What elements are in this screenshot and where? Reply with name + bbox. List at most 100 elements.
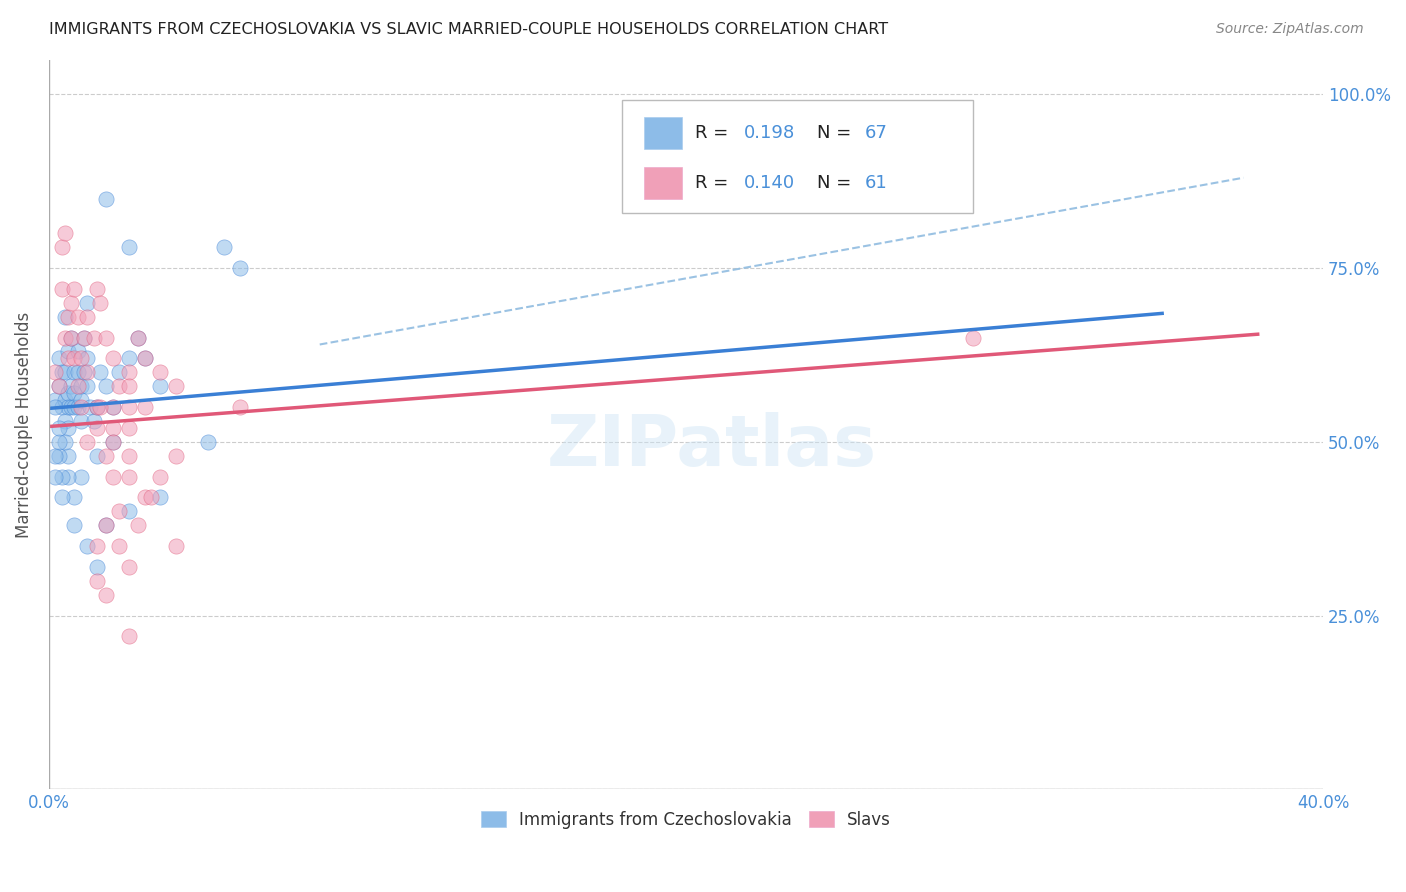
Point	[117, 379, 139, 393]
Point	[56, 344, 79, 359]
Point	[76, 351, 98, 366]
Point	[60, 379, 83, 393]
Point	[76, 434, 98, 449]
Point	[63, 491, 86, 505]
Point	[96, 588, 118, 602]
Point	[76, 539, 98, 553]
Point	[56, 421, 79, 435]
Point	[56, 400, 79, 414]
Point	[60, 295, 83, 310]
Point	[117, 629, 139, 643]
Point	[53, 330, 76, 344]
Point	[56, 449, 79, 463]
Point	[229, 261, 252, 276]
Point	[101, 400, 124, 414]
Point	[101, 434, 124, 449]
Point	[53, 414, 76, 428]
Point	[53, 227, 76, 241]
Text: 61: 61	[865, 174, 887, 192]
Text: 0.140: 0.140	[744, 174, 794, 192]
Text: ZIPatlas: ZIPatlas	[547, 412, 876, 481]
Point	[96, 379, 118, 393]
Point	[66, 365, 89, 379]
Point	[69, 393, 91, 408]
Point	[149, 469, 172, 483]
Point	[51, 240, 73, 254]
Point	[60, 330, 83, 344]
Point	[79, 400, 101, 414]
Point	[962, 330, 984, 344]
Point	[44, 365, 66, 379]
Point	[83, 330, 105, 344]
Point	[69, 414, 91, 428]
Point	[63, 365, 86, 379]
Point	[51, 282, 73, 296]
Point	[51, 365, 73, 379]
Point	[86, 400, 108, 414]
Point	[63, 351, 86, 366]
Legend: Immigrants from Czechoslovakia, Slavs: Immigrants from Czechoslovakia, Slavs	[474, 805, 897, 836]
Point	[101, 421, 124, 435]
Point	[48, 434, 70, 449]
Y-axis label: Married-couple Households: Married-couple Households	[15, 311, 32, 538]
Point	[96, 518, 118, 533]
Point	[60, 400, 83, 414]
Point	[76, 310, 98, 324]
Point	[108, 504, 131, 518]
Point	[51, 469, 73, 483]
Point	[101, 400, 124, 414]
Point	[53, 434, 76, 449]
Point	[101, 434, 124, 449]
Point	[48, 351, 70, 366]
Point	[117, 421, 139, 435]
Point	[149, 365, 172, 379]
Point	[117, 351, 139, 366]
Point	[66, 344, 89, 359]
Point	[69, 351, 91, 366]
Point	[73, 330, 96, 344]
FancyBboxPatch shape	[623, 100, 973, 213]
Point	[86, 539, 108, 553]
Point	[76, 379, 98, 393]
Point	[44, 449, 66, 463]
Point	[86, 574, 108, 588]
Point	[56, 310, 79, 324]
Point	[96, 192, 118, 206]
Point	[86, 282, 108, 296]
Point	[165, 379, 187, 393]
Text: N =: N =	[817, 174, 858, 192]
Point	[165, 539, 187, 553]
Point	[86, 449, 108, 463]
Point	[108, 539, 131, 553]
Point	[48, 379, 70, 393]
Point	[117, 559, 139, 574]
Point	[51, 491, 73, 505]
Text: 0.198: 0.198	[744, 124, 794, 142]
Point	[139, 491, 162, 505]
Point	[48, 421, 70, 435]
Point	[63, 400, 86, 414]
Text: R =: R =	[695, 174, 734, 192]
Text: Source: ZipAtlas.com: Source: ZipAtlas.com	[1216, 22, 1364, 37]
Point	[44, 469, 66, 483]
Point	[197, 434, 219, 449]
Point	[63, 386, 86, 401]
Point	[66, 400, 89, 414]
Point	[63, 518, 86, 533]
Bar	[644, 167, 682, 199]
Point	[53, 365, 76, 379]
Point	[44, 400, 66, 414]
Point	[117, 240, 139, 254]
Point	[127, 330, 149, 344]
Point	[73, 330, 96, 344]
Point	[117, 400, 139, 414]
Point	[96, 330, 118, 344]
Point	[86, 400, 108, 414]
Point	[165, 449, 187, 463]
Point	[44, 393, 66, 408]
Text: R =: R =	[695, 124, 734, 142]
Point	[212, 240, 235, 254]
Point	[127, 330, 149, 344]
Point	[63, 282, 86, 296]
Point	[53, 310, 76, 324]
